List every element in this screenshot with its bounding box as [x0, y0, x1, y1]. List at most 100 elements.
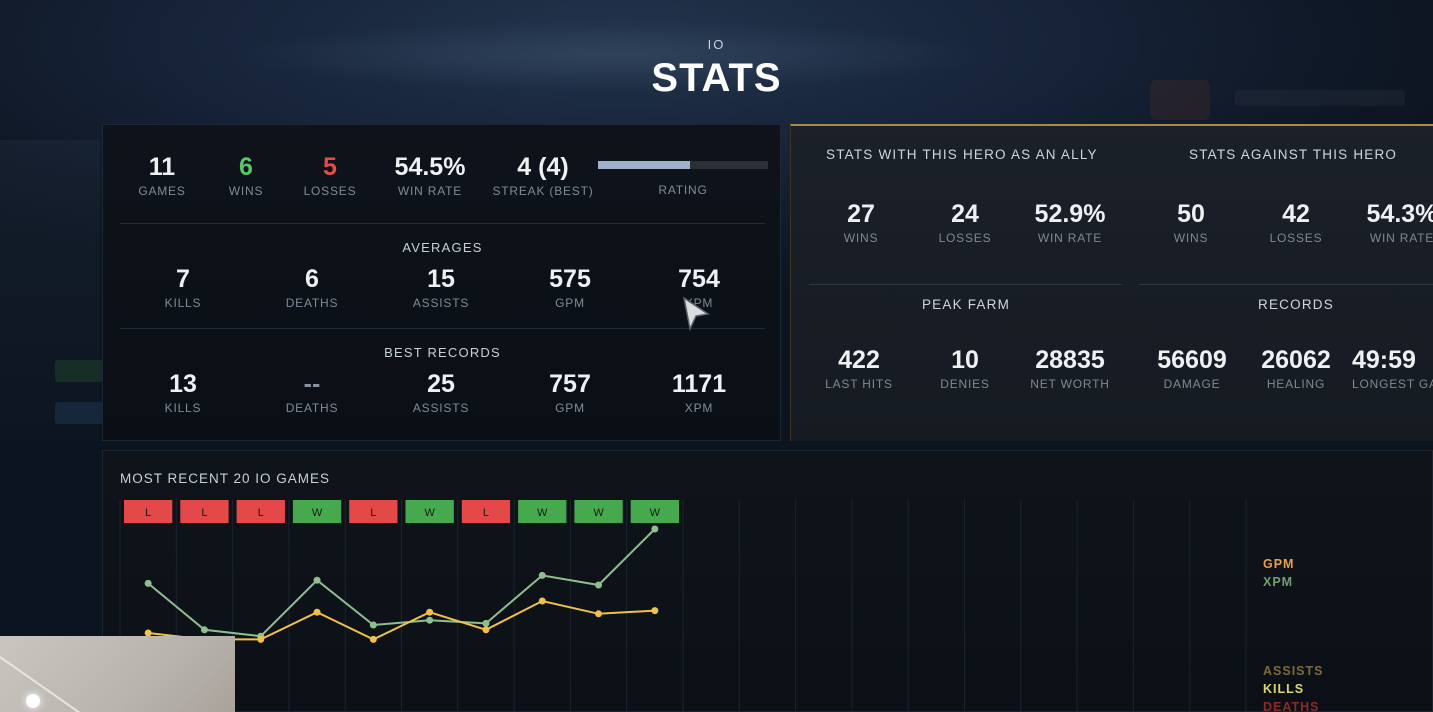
svg-text:L: L	[258, 507, 264, 519]
hero-matchup-panel: STATS WITH THIS HERO AS AN ALLY STATS AG…	[790, 124, 1433, 441]
gpm-point[interactable]	[538, 597, 546, 605]
legend-kills: KILLS	[1263, 682, 1305, 696]
win-badge: W	[574, 500, 623, 523]
avg-xpm-value: 754	[678, 265, 720, 293]
avg-kills-label: KILLS	[164, 296, 202, 310]
last-hits-value: 422	[838, 346, 880, 374]
gpm-point[interactable]	[257, 635, 265, 643]
against-win-rate-stat: 54.3% WIN RATE	[1352, 200, 1433, 245]
background-badge	[1150, 80, 1210, 120]
best-xpm-label: XPM	[684, 401, 714, 415]
background-sidebar-blur	[0, 140, 100, 440]
against-heading: STATS AGAINST THIS HERO	[1189, 147, 1398, 162]
best-deaths-value: --	[303, 370, 321, 398]
ally-win-rate-stat: 52.9% WIN RATE	[1020, 200, 1120, 245]
divider	[1139, 284, 1433, 285]
gpm-point[interactable]	[651, 607, 659, 615]
net-worth-value: 28835	[1035, 346, 1105, 374]
xpm-point[interactable]	[369, 621, 377, 629]
xpm-point[interactable]	[426, 616, 434, 624]
longest-game-value: 49:59	[1352, 346, 1416, 374]
against-wins-label: WINS	[1173, 231, 1209, 245]
xpm-point[interactable]	[313, 576, 321, 584]
background-chip	[55, 402, 103, 424]
games-label: GAMES	[138, 184, 186, 198]
denies-label: DENIES	[940, 377, 990, 391]
rating-label: RATING	[658, 183, 708, 197]
loss-badge: L	[349, 500, 398, 523]
loss-badge: L	[124, 500, 173, 523]
svg-text:W: W	[650, 507, 661, 519]
net-worth-label: NET WORTH	[1030, 377, 1110, 391]
gpm-point[interactable]	[595, 610, 603, 618]
avg-deaths-stat: 6 DEATHS	[262, 265, 362, 310]
denies-stat: 10 DENIES	[915, 346, 1015, 391]
streak-label: STREAK (BEST)	[492, 184, 594, 198]
best-assists-stat: 25 ASSISTS	[391, 370, 491, 415]
best-gpm-stat: 757 GPM	[520, 370, 620, 415]
win-badge: W	[405, 500, 454, 523]
ally-losses-value: 24	[951, 200, 979, 228]
denies-value: 10	[951, 346, 979, 374]
against-wins-stat: 50 WINS	[1141, 200, 1241, 245]
win-rate-stat: 54.5% WIN RATE	[380, 153, 480, 198]
webcam-detail	[0, 656, 99, 712]
xpm-point[interactable]	[595, 581, 603, 589]
longest-game-label: LONGEST GA	[1352, 377, 1433, 391]
background-chip	[55, 360, 103, 382]
xpm-point[interactable]	[482, 619, 490, 627]
gpm-point[interactable]	[482, 626, 490, 634]
ally-win-rate-label: WIN RATE	[1037, 231, 1103, 245]
games-value: 11	[148, 153, 176, 181]
xpm-series-line	[147, 528, 656, 638]
mouse-cursor-icon	[682, 296, 710, 332]
against-win-rate-label: WIN RATE	[1369, 231, 1433, 245]
page-title: STATS	[651, 56, 782, 100]
rating-bar-fill	[598, 161, 690, 169]
gpm-point[interactable]	[426, 608, 434, 616]
avg-assists-label: ASSISTS	[412, 296, 470, 310]
recent-games-panel: MOST RECENT 20 IO GAMES L L L W L W L W W W GPM X…	[102, 450, 1433, 712]
xpm-point[interactable]	[200, 626, 208, 634]
gpm-point[interactable]	[369, 635, 377, 643]
avg-gpm-stat: 575 GPM	[520, 265, 620, 310]
svg-text:L: L	[370, 507, 376, 519]
win-badge: W	[292, 500, 342, 523]
best-deaths-stat: -- DEATHS	[262, 370, 362, 415]
wins-value: 6	[239, 153, 253, 181]
divider	[120, 328, 765, 329]
loss-badge: L	[236, 500, 285, 523]
xpm-point[interactable]	[144, 579, 152, 587]
best-records-heading: BEST RECORDS	[384, 345, 501, 360]
ally-wins-stat: 27 WINS	[811, 200, 911, 245]
xpm-point[interactable]	[538, 571, 546, 579]
healing-value: 26062	[1261, 346, 1331, 374]
divider	[120, 223, 765, 224]
win-badge: W	[630, 500, 679, 523]
wins-stat: 6 WINS	[204, 153, 288, 198]
net-worth-stat: 28835 NET WORTH	[1020, 346, 1120, 391]
best-kills-label: KILLS	[164, 401, 202, 415]
damage-stat: 56609 DAMAGE	[1142, 346, 1242, 391]
ally-wins-value: 27	[847, 200, 875, 228]
loss-badge: L	[461, 500, 511, 523]
avg-gpm-label: GPM	[555, 296, 585, 310]
xpm-point[interactable]	[651, 525, 659, 533]
svg-text:L: L	[201, 507, 207, 519]
best-xpm-stat: 1171 XPM	[649, 370, 749, 415]
gpm-point[interactable]	[144, 629, 152, 637]
loss-badge: L	[180, 500, 229, 523]
avg-kills-value: 7	[176, 265, 190, 293]
best-kills-stat: 13 KILLS	[133, 370, 233, 415]
gpm-point[interactable]	[313, 608, 321, 616]
ally-losses-label: LOSSES	[938, 231, 992, 245]
best-deaths-label: DEATHS	[285, 401, 339, 415]
win-badge: W	[518, 500, 567, 523]
records-heading: RECORDS	[1258, 297, 1334, 312]
best-gpm-label: GPM	[555, 401, 585, 415]
damage-value: 56609	[1157, 346, 1227, 374]
player-stats-panel: 11 GAMES 6 WINS 5 LOSSES 54.5% WIN RATE …	[102, 124, 781, 441]
best-assists-value: 25	[427, 370, 455, 398]
win-rate-value: 54.5%	[394, 153, 466, 181]
games-stat: 11 GAMES	[120, 153, 204, 198]
